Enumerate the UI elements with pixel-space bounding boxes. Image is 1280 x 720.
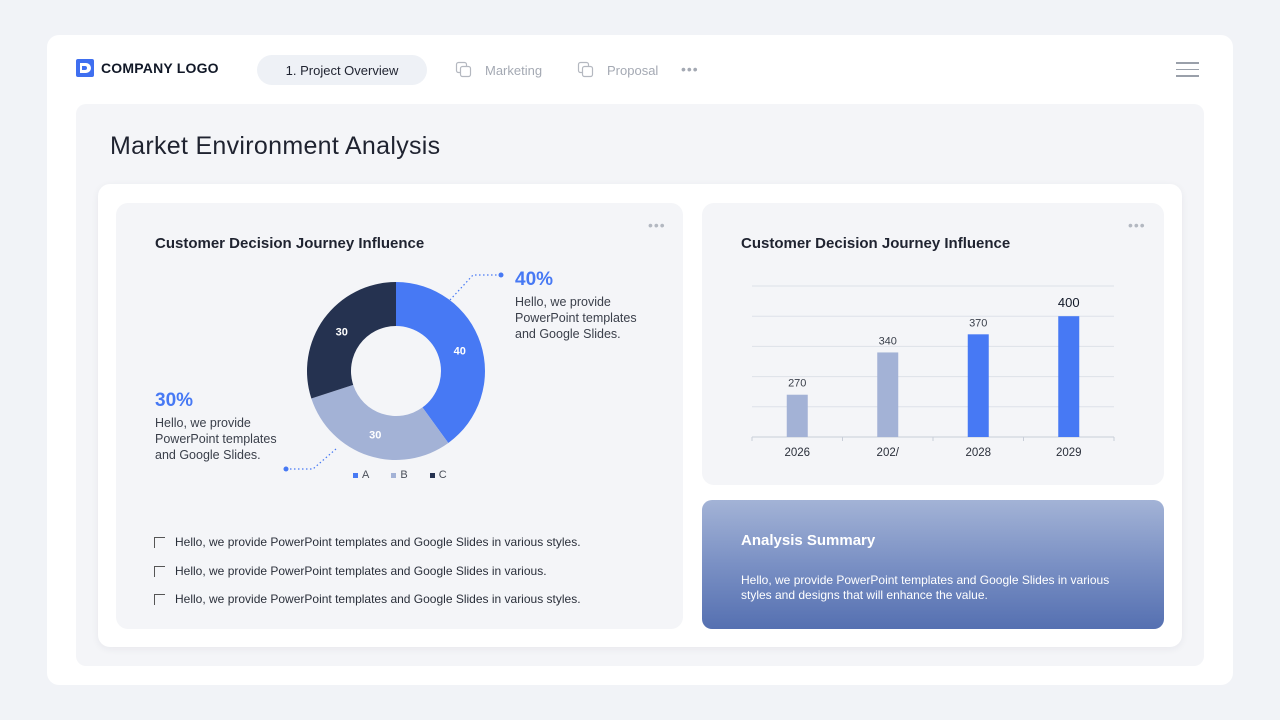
hamburger-menu-icon[interactable] [1176,62,1199,82]
checkbox-2[interactable] [154,565,165,577]
tab-proposal[interactable]: Proposal [577,55,658,85]
legend-swatch-b [391,472,397,478]
donut-slice-a [396,282,486,444]
copy-icon [577,61,594,78]
checklist-text-1: Hello, we provide PowerPoint templates a… [175,535,581,549]
checklist-item-3: Hello, we provide PowerPoint templates a… [154,592,581,606]
callout-right-percent: 40% [515,269,554,290]
legend-swatch-c [429,472,435,478]
bar-category-label-2026: 2026 [784,447,810,459]
tab-marketing-label: Marketing [485,62,543,78]
bar-value-label-2029: 400 [1058,295,1080,310]
summary-title: Analysis Summary [741,532,876,549]
donut-card-title: Customer Decision Journey Influence [155,235,425,252]
summary-text: Hello, we provide PowerPoint templates a… [741,573,1110,602]
donut-chart: 40 30 30 [283,272,504,472]
checklist-text-3: Hello, we provide PowerPoint templates a… [175,592,581,606]
bar-2028 [967,334,989,437]
bar-card-more-icon[interactable]: ••• [1128,217,1146,233]
donut-card: Customer Decision Journey Influence ••• … [116,203,683,629]
dashboard-board: Customer Decision Journey Influence ••• … [98,184,1182,647]
checkbox-1[interactable] [154,536,165,548]
callout-left-percent: 30% [155,390,194,411]
bar-value-label-2026: 270 [788,378,806,390]
legend-item-a: A [353,469,369,481]
donut-legend: A B C [353,469,469,481]
donut-card-more-icon[interactable]: ••• [648,217,666,233]
bar-category-label-2029: 2029 [1056,447,1082,459]
tab-project-overview[interactable]: 1. Project Overview [257,55,427,85]
donut-slice-c [307,282,396,399]
tab-marketing[interactable]: Marketing [455,55,542,85]
copy-icon [455,61,472,78]
logo-icon [76,59,94,77]
donut-slice-b [311,384,449,460]
legend-item-c: C [429,469,447,481]
bar-category-label-2027: 202/ [877,447,900,459]
donut-label-c: 30 [336,327,348,339]
slide-frame: COMPANY LOGO 1. Project Overview Marketi… [47,35,1233,685]
leader-dot-left [283,466,289,472]
bar-2029 [1058,316,1080,437]
bar-category-label-2028: 2028 [965,447,991,459]
page-title: Market Environment Analysis [110,132,441,160]
legend-label-c: C [438,469,447,481]
leader-line-right [449,274,501,301]
donut-label-a: 40 [454,345,466,357]
checklist-item-2: Hello, we provide PowerPoint templates a… [154,564,547,578]
logo-text: COMPANY LOGO [101,60,219,76]
legend-label-b: B [400,469,408,481]
tab-proposal-label: Proposal [607,62,659,78]
callout-right-text: Hello, we provide PowerPoint templates a… [515,295,637,341]
company-logo[interactable]: COMPANY LOGO [76,59,219,77]
leader-dot-right [498,272,504,278]
bar-card-title: Customer Decision Journey Influence [741,235,1011,252]
legend-swatch-a [353,472,358,478]
bar-value-label-2028: 370 [969,317,987,329]
donut-label-b: 30 [369,430,381,442]
legend-label-a: A [362,469,370,481]
bar-chart: 270 2026 340 202/370 2028 400 2029 [751,285,1115,459]
analysis-summary-card: Analysis Summary Hello, we provide Power… [702,500,1164,629]
content-area: Market Environment Analysis Customer Dec… [76,104,1204,666]
bar-2027 [877,352,899,437]
leader-line-left [286,448,337,470]
bar-card: Customer Decision Journey Influence ••• … [702,203,1164,485]
checkbox-3[interactable] [154,593,165,605]
callout-left-text: Hello, we provide PowerPoint templates a… [155,416,277,462]
checklist-text-2: Hello, we provide PowerPoint templates a… [175,564,547,578]
checklist-item-1: Hello, we provide PowerPoint templates a… [154,535,581,549]
more-tabs-icon[interactable]: ••• [681,61,699,77]
bar-value-label-2027: 340 [879,335,897,347]
legend-item-b: B [391,469,408,481]
bar-2026 [786,394,808,437]
